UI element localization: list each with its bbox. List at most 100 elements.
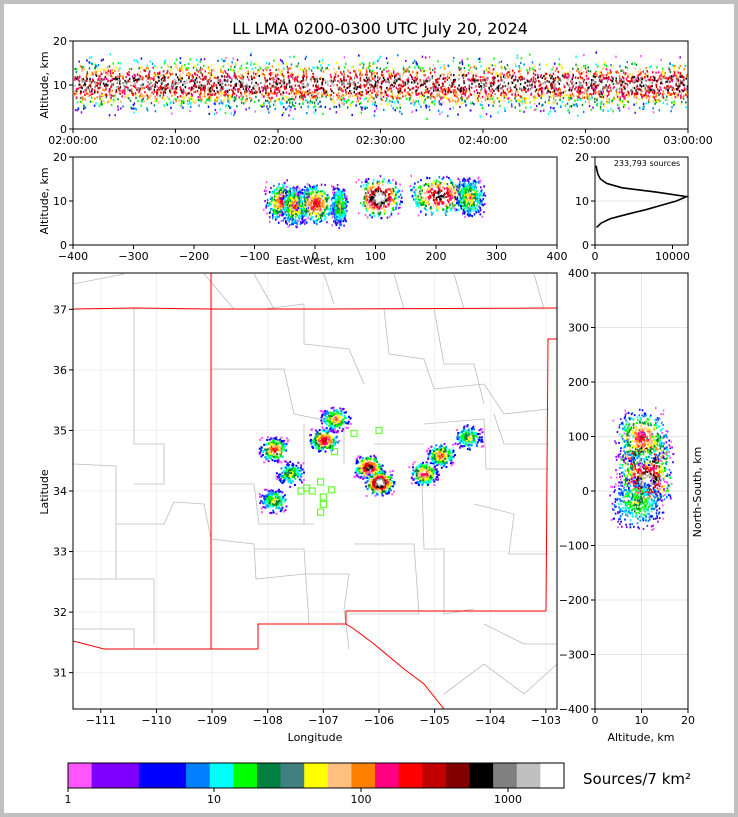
- altitude-time-source: [429, 72, 432, 75]
- eastwest-source: [296, 203, 298, 207]
- altitude-time-source: [525, 97, 528, 100]
- altitude-time-source: [126, 86, 128, 89]
- altitude-time-source: [362, 92, 364, 95]
- altitude-time-source: [200, 88, 202, 91]
- altitude-time-source: [665, 87, 667, 90]
- altitude-time-source: [396, 106, 398, 109]
- altitude-time-source: [334, 79, 336, 82]
- altitude-time-source: [204, 101, 207, 104]
- altitude-time-source: [220, 70, 222, 73]
- altitude-time-source: [420, 80, 423, 83]
- altitude-time-source: [330, 93, 332, 97]
- altitude-time-source: [371, 82, 374, 85]
- altitude-time-source: [536, 104, 538, 108]
- altitude-time-source: [233, 92, 236, 95]
- altitude-time-source: [459, 89, 461, 93]
- altitude-time-source: [304, 72, 306, 75]
- altitude-time-source: [294, 107, 296, 111]
- altitude-time-source: [493, 89, 495, 92]
- altitude-time-source: [255, 62, 257, 66]
- altitude-time-source: [485, 84, 487, 87]
- altitude-time-source: [210, 64, 213, 67]
- altitude-time-source: [487, 93, 490, 96]
- altitude-time-source: [656, 88, 659, 91]
- altitude-time-source: [429, 96, 431, 99]
- altitude-time-source: [140, 104, 142, 107]
- altitude-time-source: [340, 95, 343, 98]
- altitude-time-source: [587, 77, 590, 80]
- altitude-time-source: [608, 101, 611, 104]
- eastwest-source: [270, 186, 272, 190]
- altitude-time-source: [163, 62, 166, 65]
- altitude-time-source: [310, 79, 312, 83]
- altitude-time-source: [411, 110, 414, 114]
- altitude-time-source: [392, 97, 394, 100]
- altitude-time-source: [519, 83, 522, 86]
- altitude-time-source: [137, 78, 139, 81]
- altitude-time-source: [195, 77, 198, 80]
- altitude-time-source: [396, 98, 399, 101]
- altitude-time-source: [281, 113, 284, 117]
- eastwest-source: [295, 204, 298, 208]
- eastwest-source: [277, 221, 280, 224]
- altitude-time-source: [515, 94, 517, 98]
- altitude-time-source: [415, 63, 418, 66]
- altitude-time-source: [321, 59, 324, 62]
- eastwest-source: [311, 210, 314, 214]
- altitude-time-source: [183, 81, 186, 84]
- altitude-time-source: [83, 67, 86, 70]
- altitude-time-source: [619, 85, 622, 89]
- altitude-time-source: [449, 107, 451, 111]
- altitude-time-source: [250, 98, 253, 101]
- eastwest-source: [282, 183, 284, 186]
- altitude-time-source: [547, 101, 550, 105]
- altitude-time-source: [336, 98, 339, 101]
- altitude-time-source: [251, 79, 254, 82]
- altitude-time-source: [187, 102, 189, 106]
- altitude-time-source: [558, 78, 560, 81]
- altitude-time-source: [421, 70, 424, 73]
- eastwest-source: [275, 199, 278, 202]
- altitude-time-source: [627, 95, 629, 99]
- altitude-time-source: [575, 94, 578, 98]
- eastwest-source: [291, 208, 293, 212]
- altitude-time-source: [127, 80, 130, 83]
- altitude-time-source: [321, 95, 323, 98]
- altitude-time-source: [247, 78, 250, 81]
- altitude-time-source: [625, 99, 628, 103]
- altitude-time-source: [637, 74, 639, 77]
- altitude-time-source: [283, 98, 286, 102]
- altitude-time-source: [214, 98, 216, 102]
- altitude-time-source: [277, 78, 280, 81]
- altitude-time-source: [219, 90, 221, 93]
- altitude-time-source: [231, 61, 233, 64]
- altitude-time-source: [685, 88, 688, 91]
- altitude-time-source: [258, 86, 261, 89]
- altitude-time-source: [439, 74, 442, 77]
- altitude-time-source: [332, 100, 335, 103]
- altitude-time-source: [110, 85, 112, 89]
- altitude-time-source: [180, 88, 182, 91]
- altitude-time-source: [458, 74, 461, 77]
- eastwest-source: [294, 215, 297, 218]
- altitude-time-source: [179, 61, 181, 64]
- altitude-time-source: [611, 100, 613, 103]
- altitude-time-source: [595, 86, 598, 89]
- altitude-time-source: [426, 87, 429, 90]
- altitude-time-source: [685, 93, 687, 97]
- altitude-time-source: [274, 92, 276, 95]
- altitude-time-source: [640, 88, 643, 91]
- altitude-time-source: [428, 89, 431, 92]
- altitude-time-source: [270, 90, 272, 93]
- altitude-time-source: [234, 83, 236, 87]
- altitude-time-source: [224, 105, 227, 108]
- altitude-time-source: [276, 83, 279, 86]
- altitude-time-source: [634, 67, 637, 70]
- altitude-time-source: [208, 88, 211, 91]
- altitude-time-source: [248, 79, 251, 82]
- altitude-time-source: [480, 100, 483, 103]
- altitude-time-source: [683, 95, 685, 98]
- altitude-time-source: [586, 89, 588, 92]
- altitude-time-source: [514, 97, 516, 100]
- altitude-time-source: [397, 73, 400, 76]
